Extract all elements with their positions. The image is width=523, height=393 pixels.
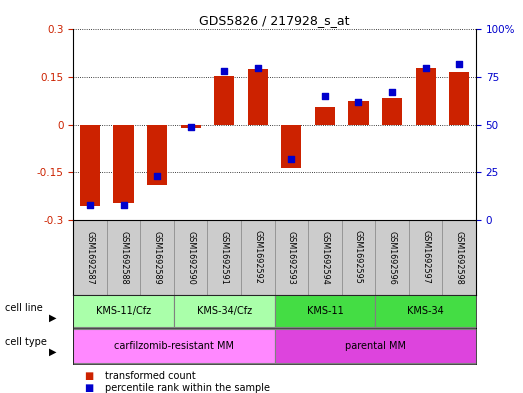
Text: GSM1692598: GSM1692598 — [454, 231, 464, 284]
Text: ■: ■ — [84, 371, 93, 381]
Point — [187, 123, 195, 130]
Text: ▶: ▶ — [49, 312, 56, 322]
Text: GSM1692592: GSM1692592 — [253, 230, 263, 285]
Bar — [382, 98, 402, 125]
Text: percentile rank within the sample: percentile rank within the sample — [105, 383, 269, 393]
Bar — [147, 125, 167, 185]
Point — [455, 61, 463, 67]
Bar — [113, 125, 133, 203]
Bar — [73, 296, 174, 327]
Text: cell type: cell type — [5, 337, 47, 347]
Text: cell line: cell line — [5, 303, 43, 312]
Point — [153, 173, 161, 179]
Text: GSM1692595: GSM1692595 — [354, 230, 363, 285]
Text: GSM1692597: GSM1692597 — [421, 230, 430, 285]
Text: KMS-34/Cfz: KMS-34/Cfz — [197, 307, 252, 316]
Text: GSM1692593: GSM1692593 — [287, 231, 296, 284]
Text: GSM1692594: GSM1692594 — [321, 231, 329, 284]
Point — [86, 202, 94, 208]
Bar — [281, 125, 301, 168]
Text: KMS-11/Cfz: KMS-11/Cfz — [96, 307, 151, 316]
Text: carfilzomib-resistant MM: carfilzomib-resistant MM — [114, 341, 234, 351]
Text: GDS5826 / 217928_s_at: GDS5826 / 217928_s_at — [199, 14, 350, 27]
Text: GSM1692588: GSM1692588 — [119, 231, 128, 284]
Text: GSM1692590: GSM1692590 — [186, 231, 195, 284]
Point — [287, 156, 295, 162]
Bar — [248, 69, 268, 125]
Text: KMS-11: KMS-11 — [306, 307, 343, 316]
Bar — [315, 107, 335, 125]
Text: parental MM: parental MM — [345, 341, 406, 351]
Text: ■: ■ — [84, 383, 93, 393]
Bar — [348, 101, 369, 125]
Bar — [80, 125, 100, 206]
Text: transformed count: transformed count — [105, 371, 196, 381]
Point — [254, 64, 262, 71]
Text: GSM1692587: GSM1692587 — [85, 231, 95, 284]
Point — [220, 68, 229, 75]
Text: ▶: ▶ — [49, 347, 56, 357]
Text: GSM1692596: GSM1692596 — [388, 231, 396, 284]
Text: GSM1692591: GSM1692591 — [220, 231, 229, 284]
Bar — [415, 68, 436, 125]
Bar — [449, 72, 469, 125]
Text: GSM1692589: GSM1692589 — [153, 231, 162, 284]
Bar — [275, 329, 476, 363]
Point — [422, 64, 430, 71]
Point — [388, 89, 396, 95]
Point — [321, 93, 329, 99]
Point — [119, 202, 128, 208]
Bar — [73, 329, 275, 363]
Bar — [214, 75, 234, 125]
Bar — [180, 125, 201, 128]
Bar — [375, 296, 476, 327]
Bar — [275, 296, 375, 327]
Bar — [174, 296, 275, 327]
Text: KMS-34: KMS-34 — [407, 307, 444, 316]
Point — [354, 99, 362, 105]
